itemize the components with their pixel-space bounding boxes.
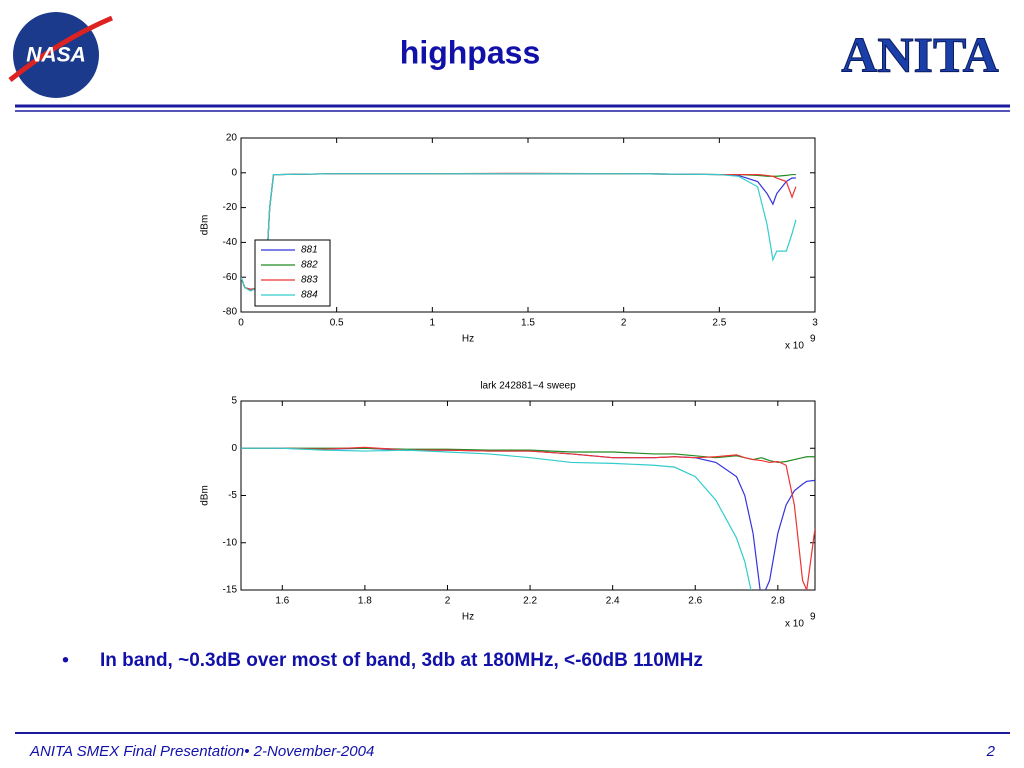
legend-label: 882 (301, 260, 318, 271)
x-tick-label: 2 (621, 318, 627, 329)
x-axis-label: Hz (462, 334, 474, 345)
axis-multiplier: x 10 (785, 341, 804, 352)
logo-text: NASA (26, 44, 86, 67)
x-tick-label: 2.4 (606, 596, 620, 607)
logo-text: ANITA (841, 26, 998, 82)
y-axis-label: dBm (200, 485, 211, 506)
y-tick-label: -10 (223, 537, 238, 548)
y-tick-label: -60 (223, 272, 238, 283)
y-tick-label: -80 (223, 307, 238, 318)
axis-multiplier-exp: 9 (810, 612, 816, 623)
x-tick-label: 1 (430, 318, 436, 329)
x-tick-label: 0 (238, 318, 244, 329)
x-tick-label: 2.8 (771, 596, 785, 607)
x-tick-label: 2.6 (688, 596, 702, 607)
x-tick-label: 1.5 (521, 318, 535, 329)
axis-multiplier-exp: 9 (810, 334, 816, 345)
axis-multiplier: x 10 (785, 619, 804, 630)
x-tick-label: 1.8 (358, 596, 372, 607)
x-tick-label: 1.6 (275, 596, 289, 607)
legend-label: 884 (301, 290, 318, 301)
plot-area (240, 137, 816, 313)
y-tick-label: -15 (223, 585, 238, 596)
x-tick-label: 2.2 (523, 596, 537, 607)
series-line (241, 447, 752, 590)
series-line (241, 447, 815, 464)
chart-title: lark 242881−4 sweep (480, 381, 576, 392)
x-tick-label: 3 (812, 318, 818, 329)
x-axis-label: Hz (462, 612, 474, 623)
y-tick-label: -20 (223, 202, 238, 213)
legend-label: 881 (301, 245, 318, 256)
y-tick-label: 0 (231, 167, 237, 178)
legend-label: 883 (301, 275, 318, 286)
plot-area (240, 400, 816, 591)
y-tick-label: 20 (226, 133, 238, 144)
nasa-logo: NASA (8, 12, 113, 98)
y-axis-label: dBm (200, 215, 211, 236)
page-number: 2 (986, 743, 996, 760)
slide-title: highpass (400, 34, 540, 70)
y-tick-label: -5 (228, 490, 237, 501)
footer-text: ANITA SMEX Final Presentation• 2-Novembe… (29, 743, 374, 760)
x-tick-label: 2 (445, 596, 451, 607)
x-tick-label: 0.5 (330, 318, 344, 329)
anita-logo: ANITA (841, 26, 999, 83)
series-group (241, 446, 815, 590)
bullet-text: In band, ~0.3dB over most of band, 3db a… (100, 650, 703, 671)
bullet-mark: • (62, 649, 69, 671)
x-tick-label: 2.5 (712, 318, 726, 329)
y-tick-label: -40 (223, 237, 238, 248)
y-tick-label: 5 (231, 396, 237, 407)
y-tick-label: 0 (231, 443, 237, 454)
